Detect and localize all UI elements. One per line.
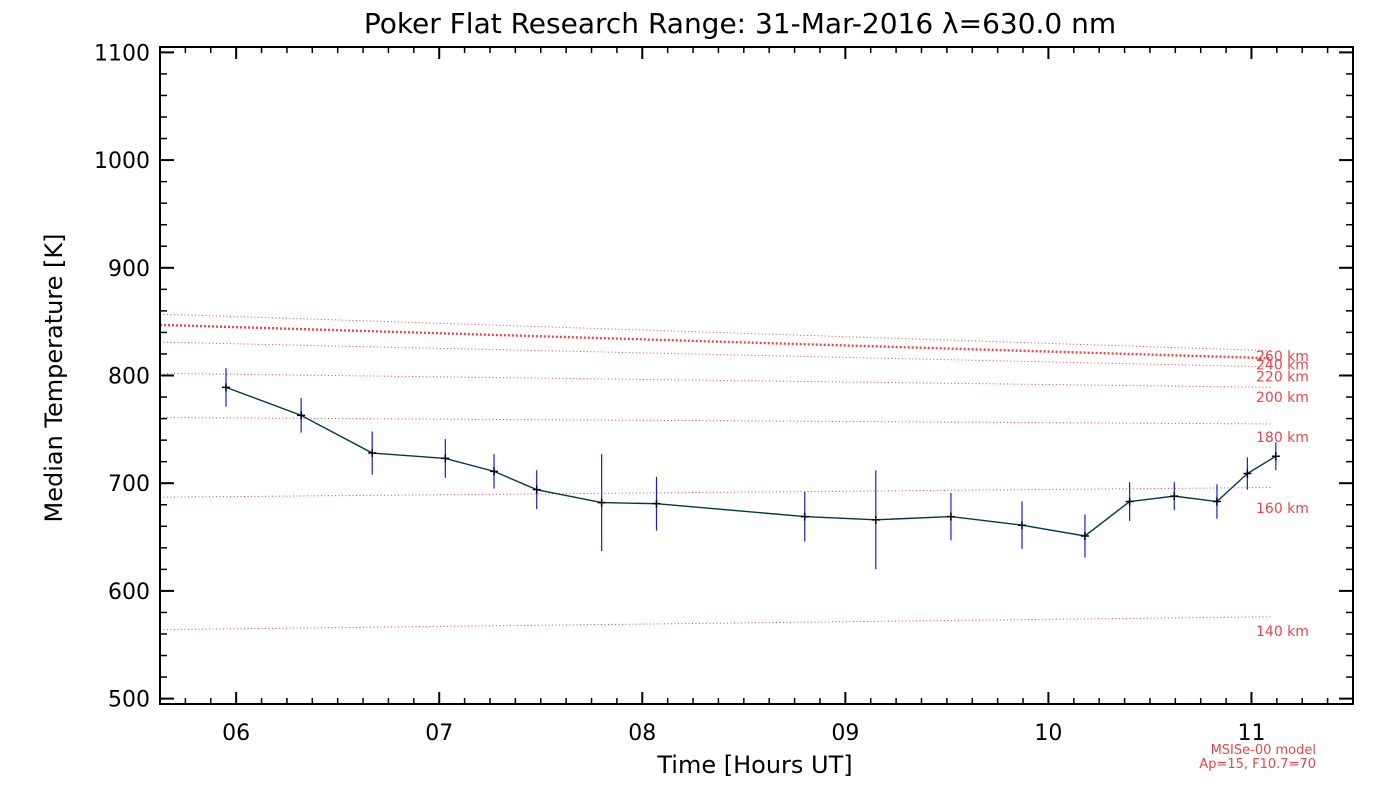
data-point-10 [946, 512, 955, 521]
model-curve-label-4: 220 km [1256, 370, 1309, 386]
model-curve-label-1: 160 km [1256, 501, 1309, 517]
x-tick-label: 11 [1237, 721, 1265, 746]
x-tick-label: 10 [1034, 721, 1062, 746]
model-curves [159, 313, 1272, 631]
x-tick-label: 09 [831, 721, 859, 746]
data-series [221, 367, 1280, 570]
data-point-17 [1271, 452, 1280, 461]
y-tick-label: 1000 [94, 149, 150, 174]
model-curve-6 [159, 313, 1272, 352]
data-point-1 [297, 411, 306, 420]
model-curve-label-5: 240 km [1256, 358, 1309, 374]
y-tick-label: 1100 [94, 41, 150, 66]
data-point-4 [490, 467, 499, 476]
x-tick-label: 07 [425, 721, 453, 746]
chart-title: Poker Flat Research Range: 31-Mar-2016 λ… [364, 7, 1116, 40]
axes: 06 07 08 09 10 11 500 600 700 800 900 1000 1100 [94, 41, 1354, 746]
data-point-5 [532, 485, 541, 494]
model-curve-2 [159, 417, 1272, 425]
model-curve-label-0: 140 km [1256, 624, 1309, 640]
data-point-15 [1212, 497, 1221, 506]
x-axis-label: Time [Hours UT] [656, 751, 852, 779]
data-point-2 [368, 449, 377, 458]
data-point-7 [652, 499, 661, 508]
data-point-11 [1018, 521, 1027, 530]
model-curve-5 [159, 323, 1272, 360]
model-curve-0 [159, 616, 1272, 631]
data-point-6 [597, 498, 606, 507]
model-note-line-1: MSISe-00 model [1211, 743, 1316, 758]
model-note-line-2: Ap=15, F10.7=70 [1199, 757, 1316, 772]
model-curve-4 [159, 341, 1272, 368]
model-curve-label-2: 180 km [1256, 430, 1309, 446]
x-tick-label: 06 [222, 721, 250, 746]
y-tick-label: 500 [108, 688, 150, 713]
data-point-0 [221, 383, 230, 392]
y-tick-label: 600 [108, 580, 150, 605]
data-point-3 [441, 454, 450, 463]
y-tick-label: 700 [108, 472, 150, 497]
y-tick-label: 800 [108, 365, 150, 390]
data-point-9 [871, 515, 880, 524]
model-curve-1 [159, 487, 1272, 498]
model-curve-3 [159, 372, 1272, 388]
model-curve-label-3: 200 km [1256, 390, 1309, 406]
data-point-8 [800, 512, 809, 521]
data-point-13 [1125, 497, 1134, 506]
series-0-line [225, 386, 1277, 537]
y-axis-label: Median Temperature [K] [40, 233, 68, 522]
data-point-16 [1243, 469, 1252, 478]
data-point-12 [1080, 531, 1089, 540]
y-tick-label: 900 [108, 257, 150, 282]
data-point-14 [1170, 492, 1179, 501]
model-curve-label-6: 260 km [1256, 349, 1309, 365]
x-tick-label: 08 [628, 721, 656, 746]
